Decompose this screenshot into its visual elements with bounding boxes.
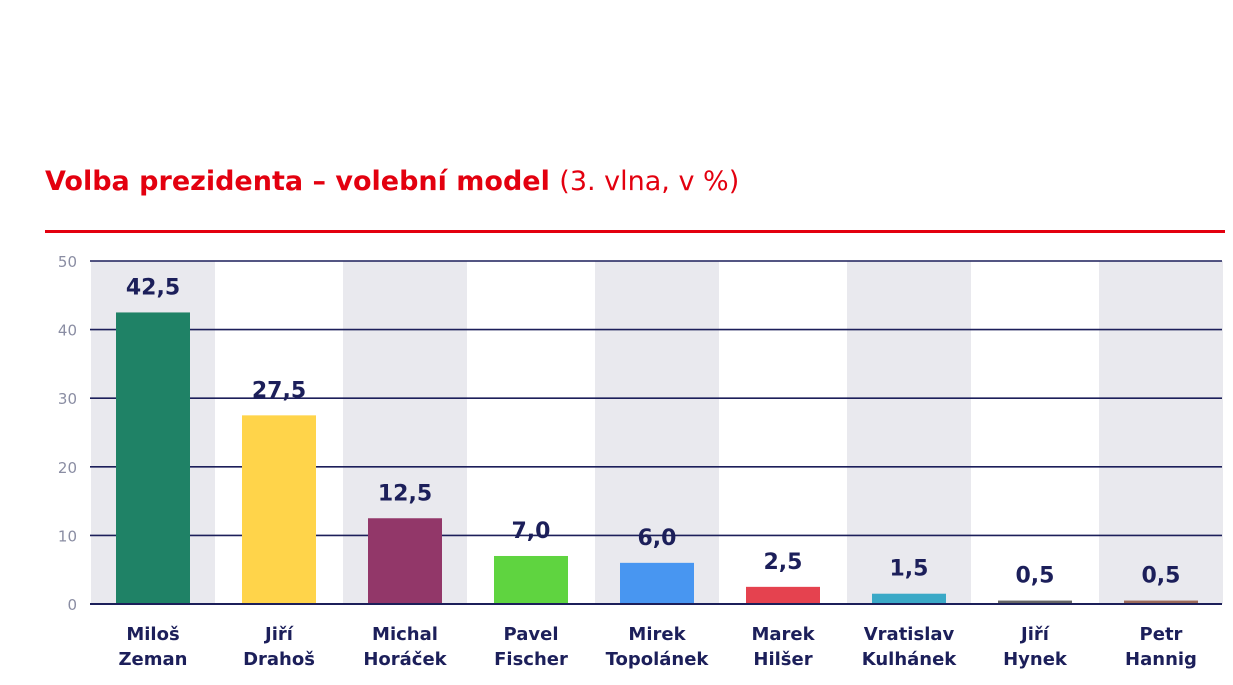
bar: [368, 518, 442, 604]
y-tick-label: 20: [58, 459, 77, 477]
x-tick-label: Hilšer: [753, 649, 812, 670]
data-label: 27,5: [252, 378, 306, 403]
y-tick-label: 30: [58, 390, 77, 408]
x-tick-label: Miloš: [126, 624, 179, 645]
bar: [116, 312, 190, 604]
column-band: [595, 261, 719, 604]
y-tick-label: 10: [58, 527, 77, 545]
bar: [620, 562, 694, 604]
title-rule: [45, 230, 1225, 233]
data-label: 1,5: [890, 557, 929, 582]
data-label: 0,5: [1016, 564, 1055, 589]
x-tick-label: Jiří: [1019, 624, 1050, 645]
chart-title: Volba prezidenta – volební model (3. vln…: [45, 166, 739, 197]
y-tick-label: 50: [58, 253, 77, 271]
chart-title-main: Volba prezidenta – volební model: [45, 166, 550, 197]
bar: [1124, 600, 1198, 604]
x-tick-label: Hynek: [1003, 649, 1068, 670]
x-tick-label: Horáček: [363, 649, 447, 670]
x-tick-label: Topolánek: [606, 649, 710, 670]
x-tick-label: Zeman: [119, 649, 188, 670]
bar: [242, 415, 316, 604]
x-tick-label: Mirek: [628, 624, 686, 645]
y-tick-label: 40: [58, 322, 77, 340]
x-tick-label: Vratislav: [864, 624, 955, 645]
bar: [494, 555, 568, 604]
x-tick-label: Petr: [1140, 624, 1183, 645]
x-tick-label: Kulhánek: [862, 649, 958, 670]
bar: [998, 600, 1072, 604]
bar: [746, 586, 820, 604]
x-tick-label: Hannig: [1125, 649, 1197, 670]
x-tick-label: Pavel: [504, 624, 559, 645]
data-label: 12,5: [378, 481, 432, 506]
x-tick-label: Marek: [751, 624, 815, 645]
data-label: 0,5: [1142, 564, 1181, 589]
x-tick-label: Jiří: [263, 624, 294, 645]
x-tick-label: Michal: [372, 624, 438, 645]
x-tick-label: Drahoš: [243, 649, 315, 670]
column-band: [847, 261, 971, 604]
column-band: [1099, 261, 1223, 604]
bar: [872, 593, 946, 604]
data-label: 7,0: [512, 519, 551, 544]
y-tick-label: 0: [67, 596, 77, 614]
data-label: 42,5: [126, 275, 180, 300]
chart-subtitle: (3. vlna, v %): [559, 166, 740, 197]
data-label: 6,0: [638, 526, 677, 551]
data-label: 2,5: [764, 550, 803, 575]
x-tick-label: Fischer: [494, 649, 568, 670]
